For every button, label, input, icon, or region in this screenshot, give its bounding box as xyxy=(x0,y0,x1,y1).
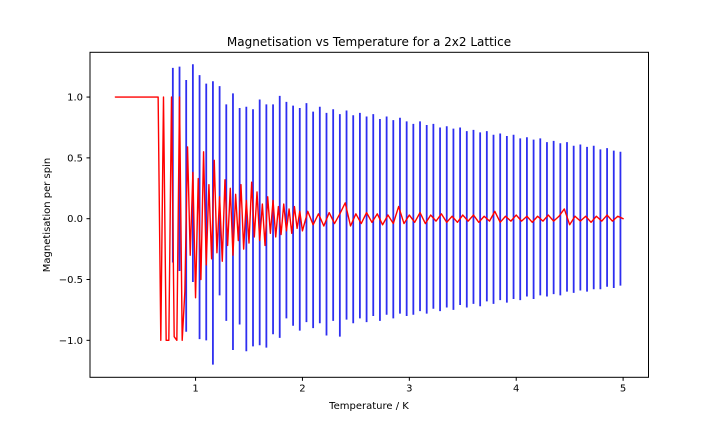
magnetisation-line xyxy=(114,96,624,342)
x-axis-ticks: 1 2 3 4 5 xyxy=(192,377,626,394)
x-tick-label: 3 xyxy=(406,383,412,394)
plot-area xyxy=(89,51,649,378)
x-axis-label: Temperature / K xyxy=(328,401,409,412)
y-tick-label: −0.5 xyxy=(59,275,83,286)
y-tick-label: −1.0 xyxy=(59,336,83,347)
chart-title: Magnetisation vs Temperature for a 2x2 L… xyxy=(227,35,511,49)
y-axis-label: Magnetisation per spin xyxy=(42,158,53,272)
y-tick-label: 0.0 xyxy=(67,214,83,225)
errorbar-series xyxy=(171,64,622,365)
y-tick-label: 1.0 xyxy=(67,93,83,104)
y-tick-label: 0.5 xyxy=(67,153,83,164)
y-axis-ticks: −1.0 −0.5 0.0 0.5 1.0 xyxy=(59,93,90,347)
x-tick-label: 5 xyxy=(620,383,626,394)
x-tick-label: 1 xyxy=(192,383,198,394)
x-tick-label: 2 xyxy=(299,383,305,394)
x-tick-label: 4 xyxy=(513,383,519,394)
